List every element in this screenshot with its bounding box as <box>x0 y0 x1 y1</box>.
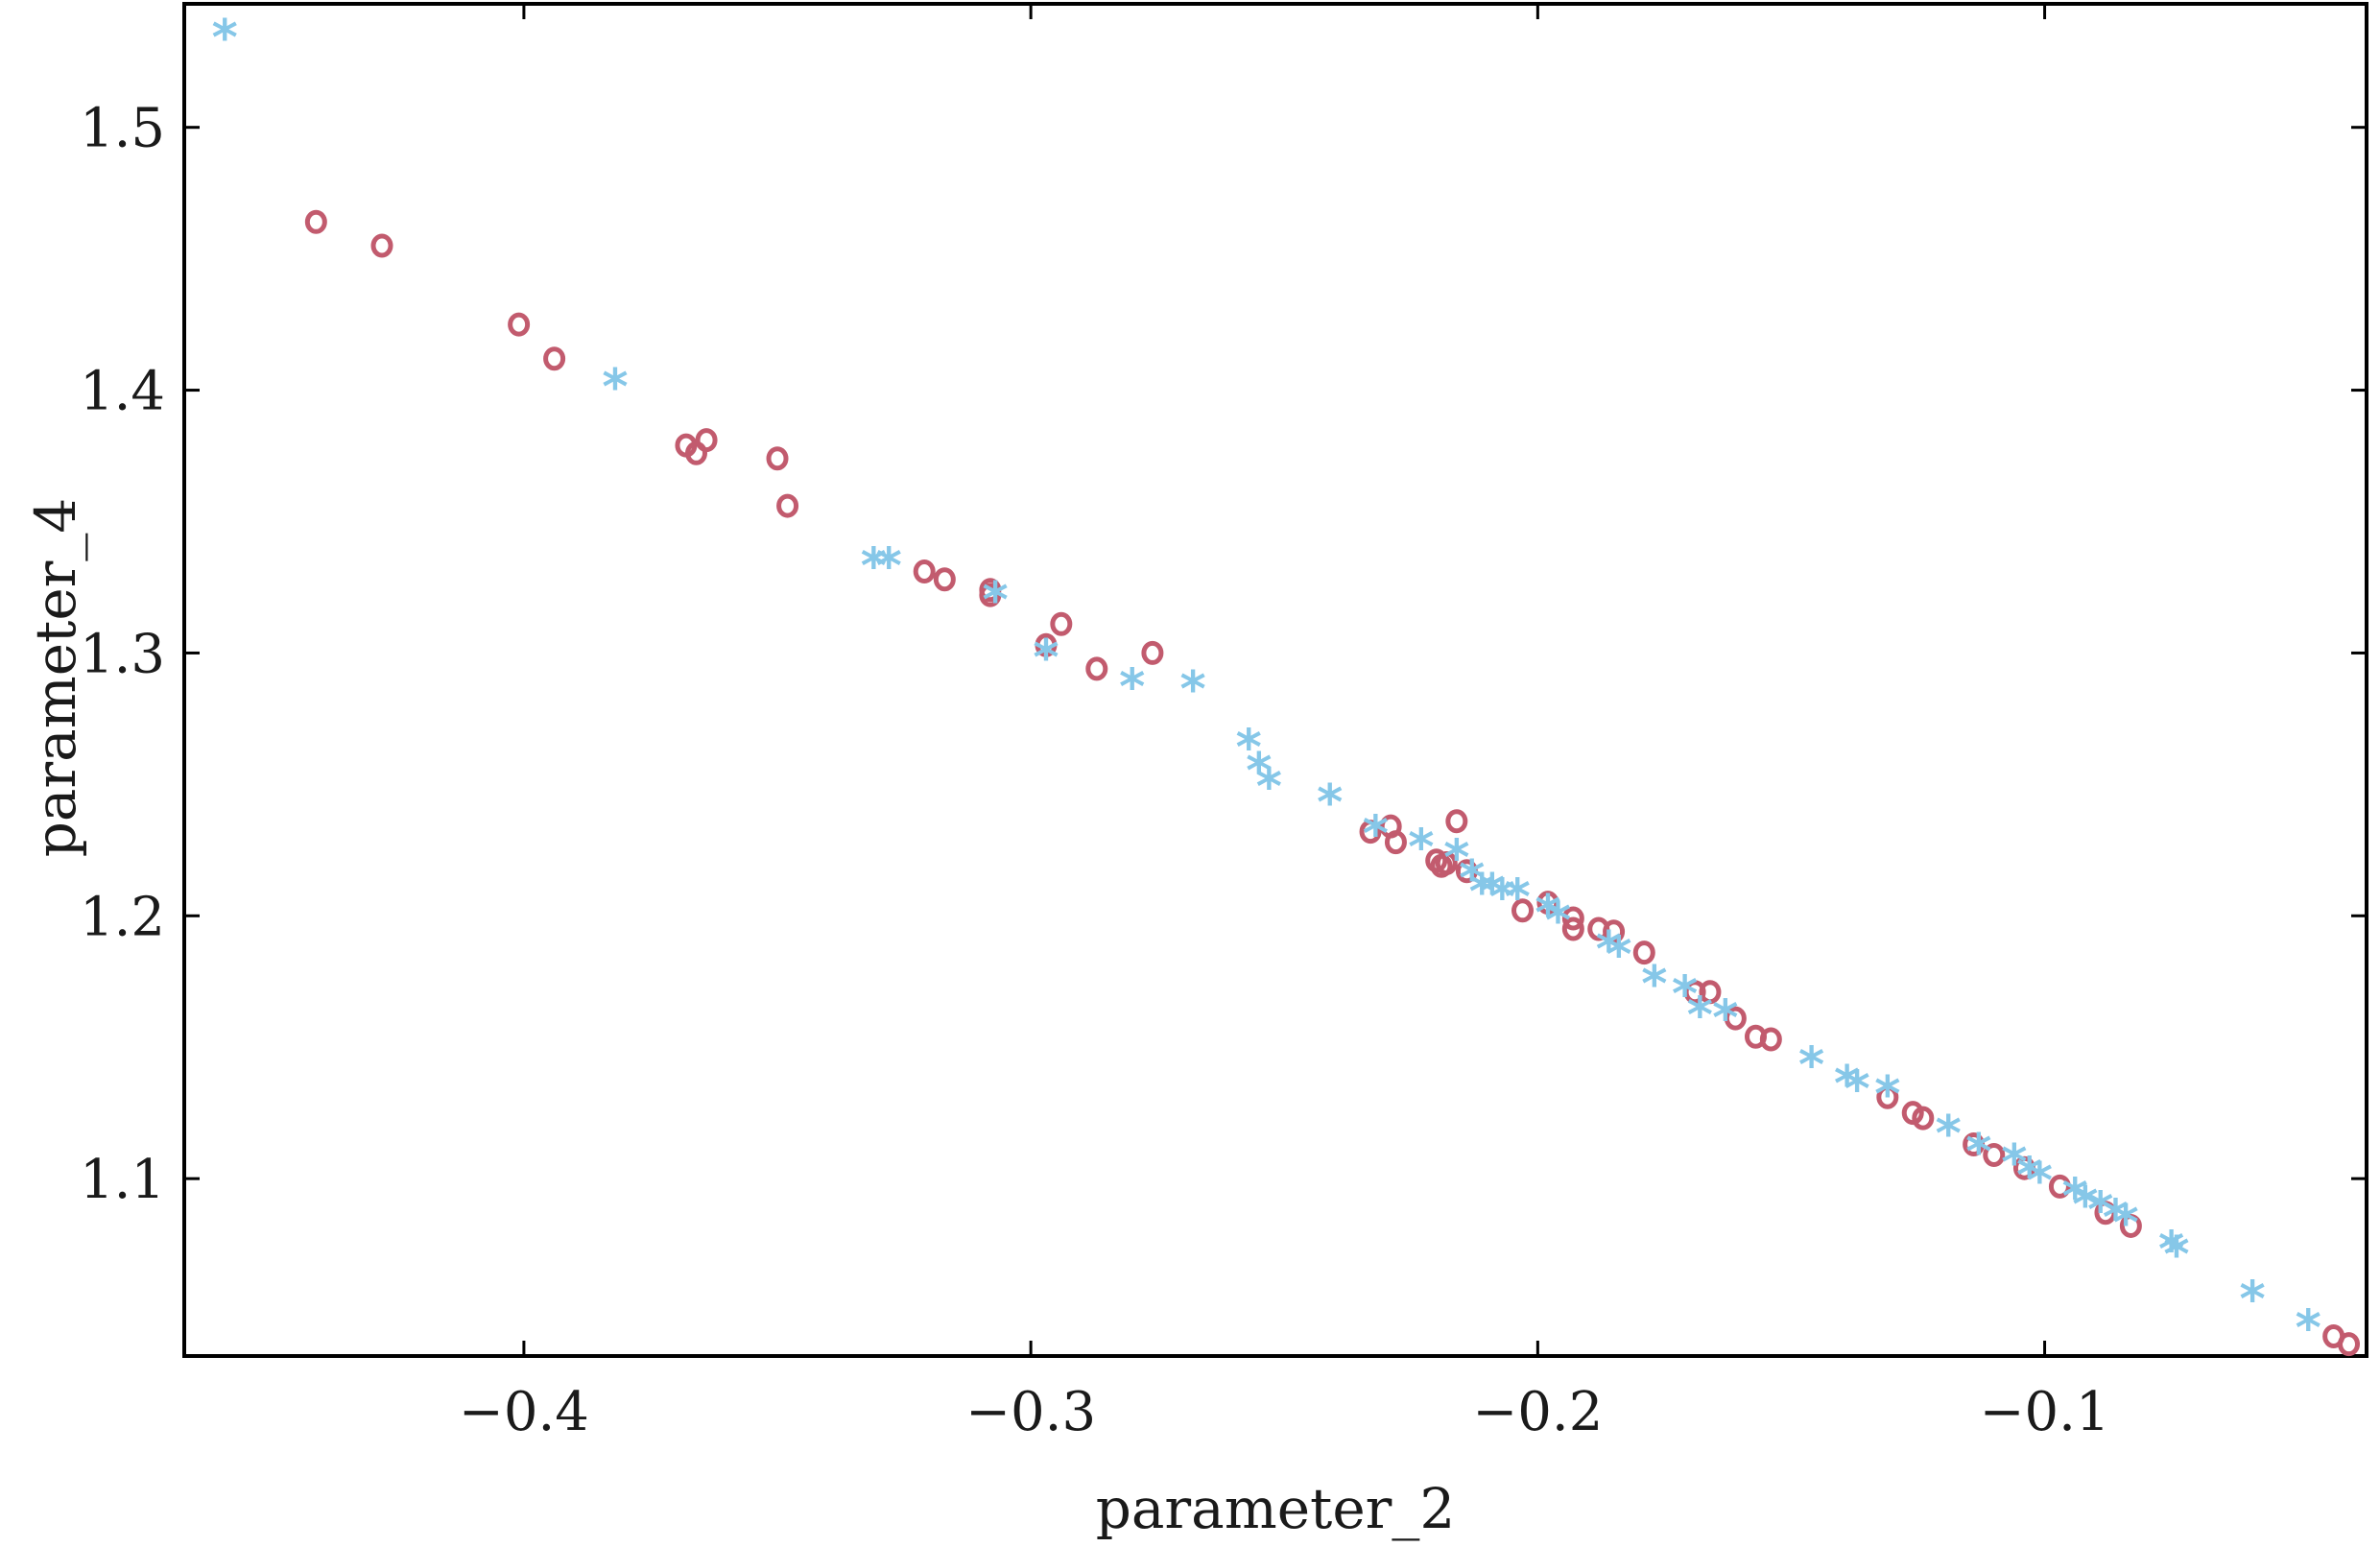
star-point: * <box>2062 1169 2088 1226</box>
star-point: * <box>1256 758 1282 816</box>
circle-point <box>543 346 566 371</box>
x-tick-label: −0.3 <box>965 1381 1096 1443</box>
circle-point <box>2119 1213 2142 1238</box>
y-tick-label: 1.1 <box>80 1149 165 1211</box>
x-tick-label: −0.2 <box>1472 1381 1603 1443</box>
star-point: * <box>1965 1124 1991 1181</box>
star-point: * <box>1712 989 1738 1047</box>
star-point: * <box>2103 1189 2129 1247</box>
star-point: * <box>1596 921 1622 979</box>
y-tick-label: 1.5 <box>80 98 165 160</box>
star-point: * <box>2016 1148 2042 1205</box>
star-point: * <box>1469 864 1495 921</box>
y-tick-label: 1.4 <box>80 361 165 423</box>
circle-point <box>933 567 956 592</box>
star-point: * <box>1874 1066 1900 1124</box>
star-point: * <box>1236 719 1262 776</box>
circle-point <box>1511 898 1535 923</box>
circle-point <box>913 559 936 584</box>
star-point: * <box>861 537 887 595</box>
star-point: * <box>1479 864 1505 921</box>
circle-point <box>2012 1155 2035 1180</box>
star-point: * <box>2087 1181 2113 1239</box>
circle-point <box>1632 940 1655 965</box>
circle-point <box>1384 830 1407 855</box>
star-point: * <box>1834 1056 1860 1113</box>
star-point: * <box>1535 885 1560 942</box>
y-axis-label: parameter_4 <box>23 498 88 858</box>
circle-point <box>1561 906 1584 931</box>
star-point: * <box>1317 774 1343 832</box>
circle-point <box>1561 916 1584 941</box>
circle-point <box>1983 1142 2006 1167</box>
star-point: * <box>1489 869 1515 926</box>
star-point: * <box>1408 819 1434 876</box>
circle-point <box>2094 1201 2117 1226</box>
star-point: * <box>1363 806 1389 864</box>
circle-point <box>1445 809 1468 834</box>
star-point: * <box>1936 1106 1962 1163</box>
y-tick-label: 1.3 <box>80 623 165 685</box>
x-axis-label: parameter_2 <box>1096 1476 1456 1541</box>
circle-point <box>1085 656 1108 681</box>
x-axis-ticks: −0.4 −0.3 −0.2 −0.1 <box>459 4 2110 1443</box>
circle-point <box>766 446 789 471</box>
circle-point <box>695 428 718 453</box>
x-tick-label: −0.1 <box>1980 1381 2110 1443</box>
star-point: * <box>1246 743 1272 800</box>
circle-point <box>370 233 393 258</box>
star-point: * <box>2158 1221 2184 1278</box>
plot-frame <box>182 2 2368 1358</box>
circle-point <box>304 209 327 234</box>
circle-point <box>2338 1332 2361 1357</box>
circle-point <box>1141 640 1164 665</box>
circle-point <box>979 583 1002 607</box>
star-point: * <box>212 10 238 67</box>
star-point: * <box>1459 850 1485 908</box>
star-point: * <box>1443 829 1469 887</box>
star-point: * <box>2112 1195 2138 1252</box>
circle-point <box>1963 1132 1986 1157</box>
circle-point <box>1759 1027 1782 1052</box>
star-point: * <box>983 572 1009 630</box>
circle-point <box>1435 851 1458 876</box>
circle-point <box>1724 1006 1747 1031</box>
circle-point <box>1603 919 1626 944</box>
star-point: * <box>602 359 628 416</box>
circle-point <box>1050 611 1073 636</box>
star-point: * <box>1641 956 1667 1013</box>
circle-point <box>1536 891 1559 916</box>
star-point: * <box>1180 661 1206 719</box>
circle-point <box>1035 632 1058 657</box>
star-point: * <box>876 537 902 595</box>
star-point: * <box>2296 1300 2321 1358</box>
circle-point <box>1876 1084 1899 1109</box>
star-point: * <box>2072 1177 2098 1234</box>
star-point: * <box>1672 966 1698 1024</box>
x-tick-label: −0.4 <box>459 1381 589 1443</box>
star-point: * <box>2240 1271 2266 1328</box>
circle-point <box>1912 1106 1935 1130</box>
y-tick-label: 1.2 <box>80 886 165 948</box>
circle-point <box>1359 820 1382 845</box>
circle-point <box>2048 1174 2071 1199</box>
star-point: * <box>1798 1037 1824 1095</box>
y-axis-ticks: 1.1 1.2 1.3 1.4 1.5 <box>80 98 2367 1211</box>
star-point: * <box>1119 658 1145 716</box>
star-point: * <box>1844 1060 1870 1118</box>
star-point: * <box>1033 630 1059 687</box>
star-point: * <box>1687 988 1713 1045</box>
star-point: * <box>1606 927 1631 985</box>
star-point: * <box>2001 1134 2027 1192</box>
star-point: * <box>1505 869 1531 926</box>
star-point: * <box>1545 892 1571 950</box>
circle-point <box>1699 980 1722 1005</box>
star-point: * <box>2163 1226 2189 1284</box>
circle-point <box>508 312 531 337</box>
circle-point <box>1455 859 1478 884</box>
circle-point <box>776 493 799 518</box>
star-point: * <box>2027 1153 2053 1210</box>
data-points: ******* **** ** * ****** ***** ** ** ** ** * *** ***… <box>212 10 2361 1358</box>
